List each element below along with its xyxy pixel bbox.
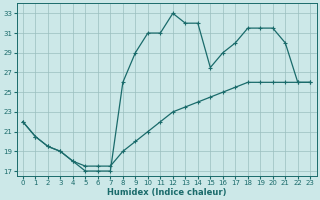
X-axis label: Humidex (Indice chaleur): Humidex (Indice chaleur) (107, 188, 226, 197)
